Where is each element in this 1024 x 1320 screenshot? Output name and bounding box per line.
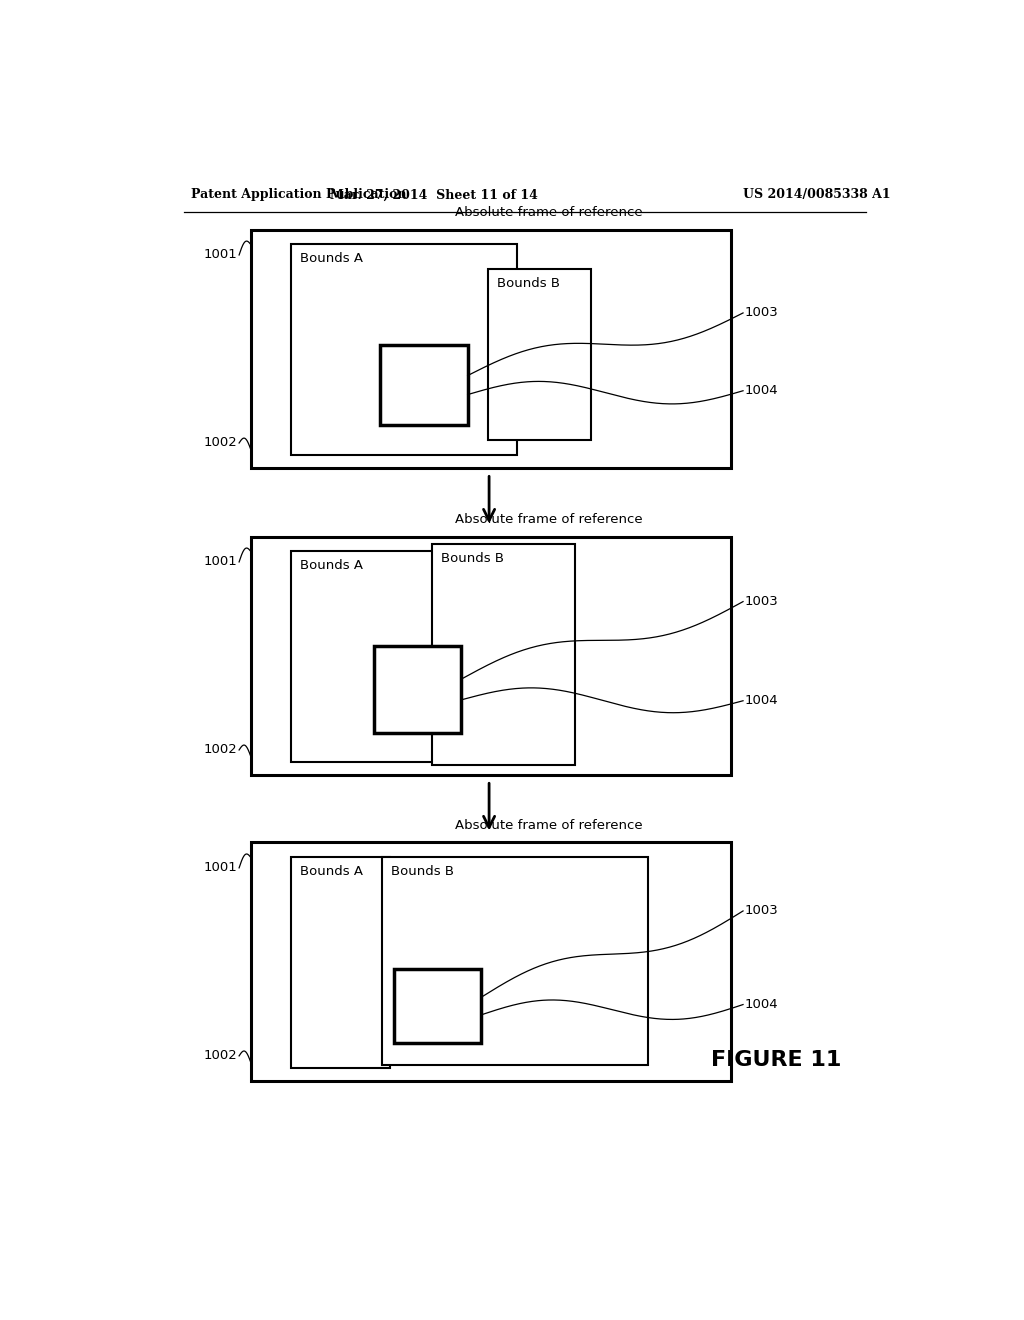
- Text: Patent Application Publication: Patent Application Publication: [191, 189, 407, 202]
- Bar: [251, 536, 731, 775]
- Bar: [382, 857, 648, 1065]
- Text: 1004: 1004: [744, 694, 778, 708]
- Text: Bounds A: Bounds A: [300, 865, 364, 878]
- Text: 1001: 1001: [204, 248, 238, 261]
- Text: FIGURE 11: FIGURE 11: [712, 1049, 842, 1071]
- Text: Bounds B: Bounds B: [497, 277, 560, 290]
- Text: 1002: 1002: [204, 1049, 238, 1063]
- Text: 1001: 1001: [204, 556, 238, 569]
- Bar: [291, 244, 517, 455]
- Bar: [432, 544, 574, 766]
- Bar: [374, 647, 461, 733]
- Bar: [291, 857, 390, 1068]
- Text: US 2014/0085338 A1: US 2014/0085338 A1: [743, 189, 891, 202]
- Bar: [394, 969, 481, 1043]
- Text: 1003: 1003: [744, 595, 778, 609]
- Text: Bounds B: Bounds B: [441, 552, 505, 565]
- Text: 1001: 1001: [204, 862, 238, 874]
- Text: Mar. 27, 2014  Sheet 11 of 14: Mar. 27, 2014 Sheet 11 of 14: [330, 189, 538, 202]
- Text: 1004: 1004: [744, 384, 778, 397]
- Bar: [251, 230, 731, 469]
- Text: Absolute frame of reference: Absolute frame of reference: [455, 820, 642, 833]
- Text: 1002: 1002: [204, 437, 238, 450]
- Text: Absolute frame of reference: Absolute frame of reference: [455, 206, 642, 219]
- Text: Bounds B: Bounds B: [391, 865, 455, 878]
- Text: 1002: 1002: [204, 743, 238, 756]
- Text: Absolute frame of reference: Absolute frame of reference: [455, 513, 642, 527]
- Text: Bounds A: Bounds A: [300, 558, 364, 572]
- Bar: [291, 550, 517, 762]
- Text: Bounds A: Bounds A: [300, 252, 364, 265]
- Text: 1003: 1003: [744, 306, 778, 319]
- Bar: [487, 269, 591, 440]
- Bar: [380, 346, 468, 425]
- Bar: [251, 842, 731, 1081]
- Text: 1004: 1004: [744, 998, 778, 1011]
- Text: 1003: 1003: [744, 904, 778, 917]
